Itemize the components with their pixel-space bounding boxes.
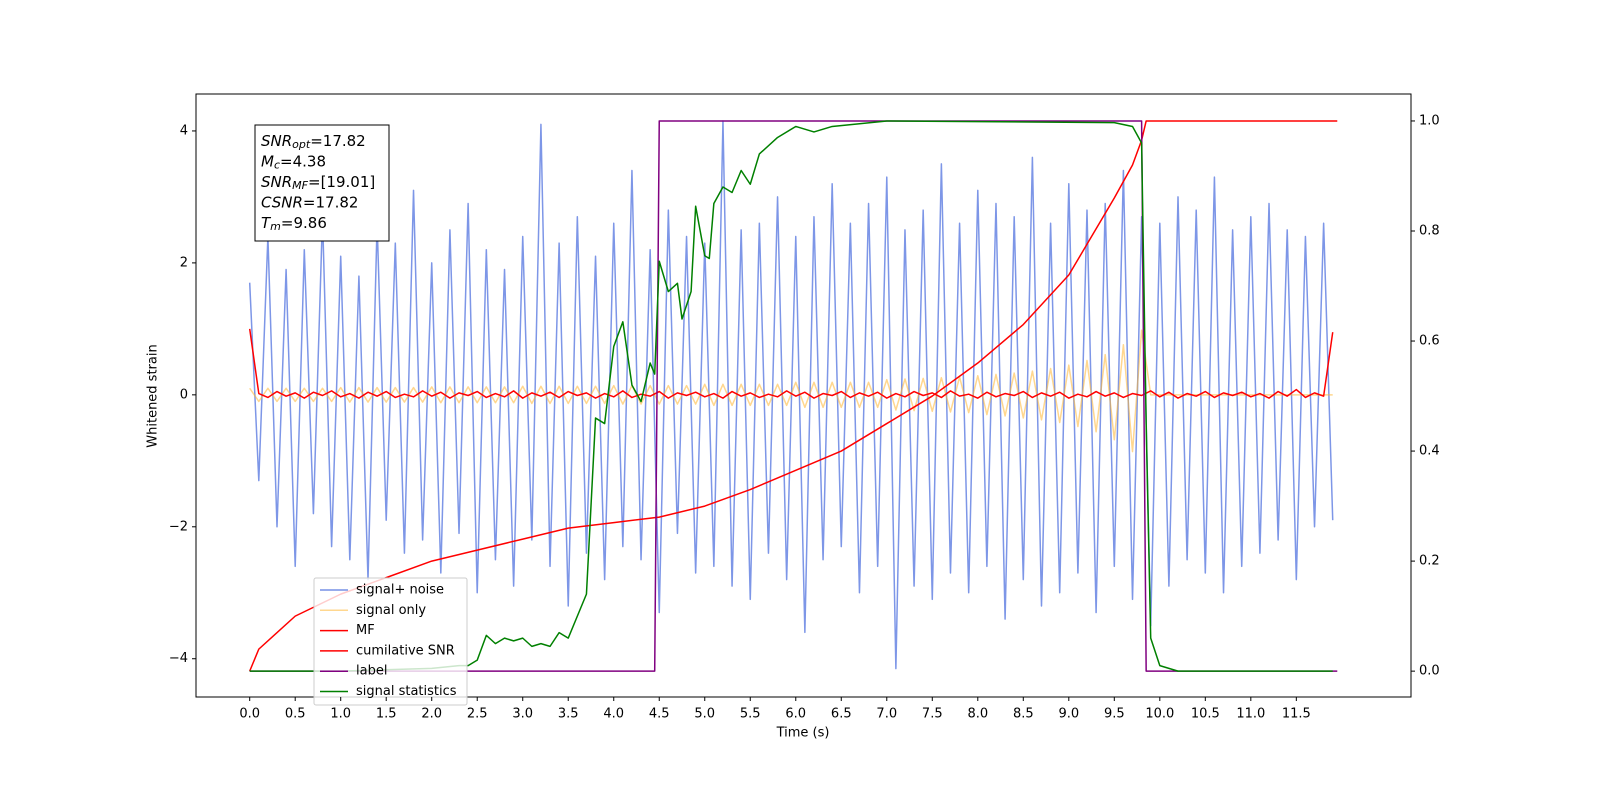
x-tick-label: 6.0	[785, 707, 806, 722]
annotation-value: =9.86	[281, 214, 327, 232]
x-tick-label: 10.5	[1191, 707, 1220, 722]
x-tick-label: 11.0	[1236, 707, 1265, 722]
x-tick-label: 0.5	[285, 707, 306, 722]
axes-frame	[195, 93, 1412, 698]
annotation-text: Tm=9.86	[261, 214, 327, 234]
y-tick-label: −2	[169, 519, 188, 534]
x-tick-label: 8.0	[967, 707, 988, 722]
legend-label: cumilative SNR	[356, 643, 455, 658]
x-tick-label: 9.0	[1058, 707, 1079, 722]
annotation-value: =17.82	[310, 132, 366, 150]
x-tick-label: 11.5	[1282, 707, 1311, 722]
plot-area	[248, 120, 1338, 672]
y-axis-label: Whitened strain	[146, 344, 161, 447]
y-tick-label: 0	[180, 387, 188, 402]
y2-tick-label: 0.4	[1419, 444, 1440, 459]
annotation-value: =17.82	[303, 193, 359, 211]
y-tick-label: 4	[180, 123, 188, 138]
x-tick-label: 1.0	[330, 707, 351, 722]
annotation-text: SNRMF=[19.01]	[261, 173, 375, 193]
annotation-subscript: opt	[292, 138, 311, 151]
x-tick-label: 5.5	[740, 707, 761, 722]
annotation-symbol: SNR	[261, 132, 292, 150]
x-tick-label: 1.5	[376, 707, 397, 722]
y2-tick-label: 0.8	[1419, 223, 1440, 238]
x-tick-label: 5.0	[694, 707, 715, 722]
x-axis-label: Time (s)	[776, 726, 830, 741]
series-line	[248, 328, 1334, 399]
y2-tick-label: 0.0	[1419, 664, 1440, 679]
annotation-symbol: T	[261, 214, 272, 232]
y-tick-label: −4	[169, 651, 188, 666]
x-tick-label: 7.5	[922, 707, 943, 722]
annotation-subscript: m	[270, 220, 281, 233]
annotation-symbol: SNR	[261, 173, 292, 191]
series-line	[248, 120, 1334, 670]
y2-tick-label: 0.2	[1419, 554, 1440, 569]
x-tick-label: 7.0	[876, 707, 897, 722]
annotation-subscript: c	[274, 159, 280, 172]
x-tick-label: 6.5	[831, 707, 852, 722]
y2-tick-label: 0.6	[1419, 334, 1440, 349]
annotation-subscript: MF	[292, 179, 308, 192]
x-tick-label: 2.0	[421, 707, 442, 722]
annotation-text: Mc=4.38	[261, 152, 326, 172]
x-tick-label: 3.0	[512, 707, 533, 722]
annotation-text: SNRopt=17.82	[261, 132, 366, 152]
legend-frame	[313, 577, 468, 706]
x-tick-label: 2.5	[467, 707, 488, 722]
y2-tick-label: 1.0	[1419, 113, 1440, 128]
legend-label: label	[356, 664, 387, 679]
annotation-symbol: M	[261, 152, 274, 170]
x-tick-label: 0.0	[239, 707, 260, 722]
annotation-box: SNRopt=17.82Mc=4.38SNRMF=[19.01]CSNR=17.…	[254, 124, 390, 242]
annotation-value: =4.38	[280, 152, 326, 170]
series-line	[249, 120, 1333, 672]
x-tick-label: 9.5	[1104, 707, 1125, 722]
annotation-symbol: CSNR	[261, 193, 303, 211]
annotation-value: =[19.01]	[308, 173, 375, 191]
annotation-text: CSNR=17.82	[261, 193, 358, 211]
x-tick-label: 4.0	[603, 707, 624, 722]
legend-label: signal+ noise	[356, 583, 444, 598]
x-tick-label: 10.0	[1145, 707, 1174, 722]
legend-label: signal statistics	[356, 684, 457, 699]
y-tick-label: 2	[180, 255, 188, 270]
x-tick-label: 3.5	[558, 707, 579, 722]
x-tick-label: 4.5	[649, 707, 670, 722]
legend-label: signal only	[356, 603, 426, 618]
annotation-frame	[254, 124, 390, 242]
series-line	[249, 120, 1338, 672]
x-tick-label: 8.5	[1013, 707, 1034, 722]
legend-label: MF	[356, 623, 375, 638]
legend: signal+ noise signal only MF cumilative SNR…	[313, 577, 468, 706]
